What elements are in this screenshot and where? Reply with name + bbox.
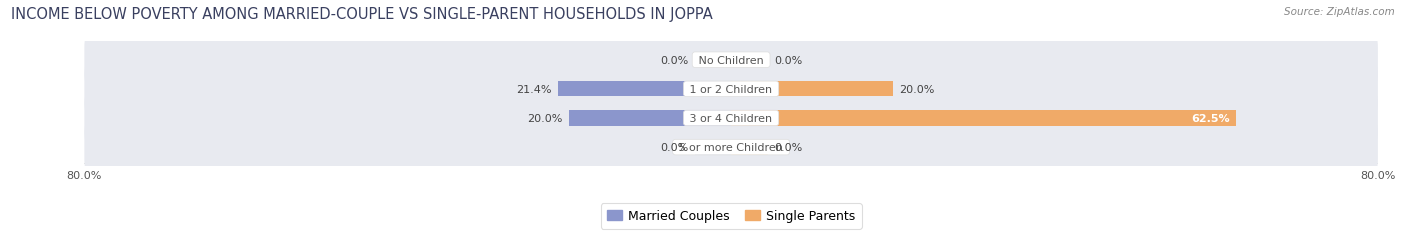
Text: 1 or 2 Children: 1 or 2 Children <box>686 85 776 94</box>
Text: 20.0%: 20.0% <box>900 85 935 94</box>
Text: 0.0%: 0.0% <box>659 55 689 65</box>
Text: 3 or 4 Children: 3 or 4 Children <box>686 113 776 123</box>
Bar <box>569 111 731 126</box>
Bar <box>731 53 768 68</box>
Text: 21.4%: 21.4% <box>516 85 551 94</box>
Legend: Married Couples, Single Parents: Married Couples, Single Parents <box>600 203 862 229</box>
Text: 62.5%: 62.5% <box>1191 113 1230 123</box>
FancyBboxPatch shape <box>84 63 1378 116</box>
Text: 20.0%: 20.0% <box>527 113 562 123</box>
Bar <box>695 53 731 68</box>
Bar <box>731 111 1236 126</box>
FancyBboxPatch shape <box>84 121 1378 174</box>
Text: No Children: No Children <box>695 55 768 65</box>
Text: 0.0%: 0.0% <box>773 143 803 152</box>
Text: Source: ZipAtlas.com: Source: ZipAtlas.com <box>1284 7 1395 17</box>
FancyBboxPatch shape <box>84 92 1378 145</box>
FancyBboxPatch shape <box>84 34 1378 87</box>
Bar <box>731 140 768 155</box>
Text: INCOME BELOW POVERTY AMONG MARRIED-COUPLE VS SINGLE-PARENT HOUSEHOLDS IN JOPPA: INCOME BELOW POVERTY AMONG MARRIED-COUPL… <box>11 7 713 22</box>
Text: 5 or more Children: 5 or more Children <box>675 143 787 152</box>
Bar <box>558 82 731 97</box>
Text: 0.0%: 0.0% <box>659 143 689 152</box>
Bar <box>695 140 731 155</box>
Bar <box>731 82 893 97</box>
Text: 0.0%: 0.0% <box>773 55 803 65</box>
